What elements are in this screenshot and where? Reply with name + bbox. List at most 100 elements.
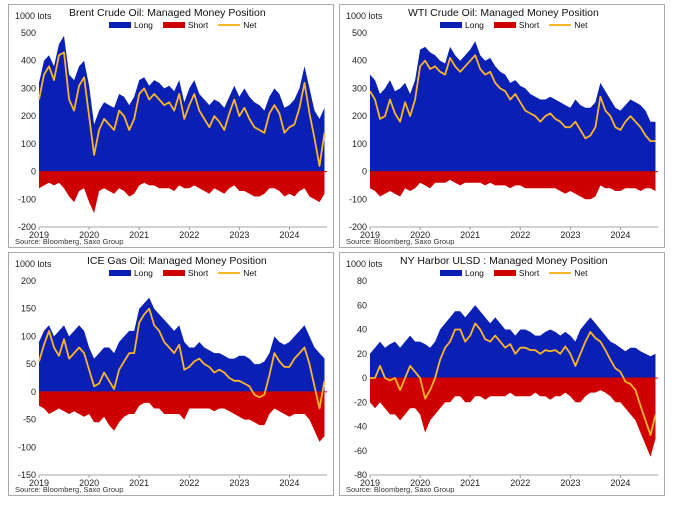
x-tick-label: 2023: [229, 478, 249, 488]
legend-short: Short: [162, 20, 209, 30]
source-note: Source: Bloomberg, Saxo Group: [15, 237, 124, 246]
legend-net-label: Net: [574, 20, 588, 30]
legend-short: Short: [493, 20, 539, 30]
chart-title: NY Harbor ULSD : Managed Money Position: [400, 255, 608, 267]
x-tick-label: 2023: [560, 230, 580, 240]
y-tick-label: -100: [349, 194, 367, 204]
x-tick-label: 2024: [279, 230, 299, 240]
long-swatch: [440, 22, 462, 28]
long-area: [39, 297, 325, 392]
source-note: Source: Bloomberg, Saxo Group: [346, 485, 455, 494]
x-tick-label: 2022: [510, 478, 530, 488]
x-tick-label: 2022: [179, 230, 199, 240]
source-note: Source: Bloomberg, Saxo Group: [15, 485, 124, 494]
short-swatch: [493, 22, 516, 28]
legend-long: Long: [109, 268, 153, 278]
y-tick-label: -100: [18, 442, 36, 452]
y-tick-label: -40: [354, 422, 367, 432]
legend-net-label: Net: [243, 268, 257, 278]
y-tick-label: 80: [357, 276, 367, 286]
x-tick-label: 2021: [129, 230, 149, 240]
y-tick-label: 200: [21, 111, 36, 121]
y-tick-label: -50: [23, 415, 36, 425]
x-tick-label: 2022: [510, 230, 530, 240]
legend-short-label: Short: [187, 20, 209, 30]
chart-title: ICE Gas Oil: Managed Money Position: [87, 255, 267, 267]
y-tick-label: 50: [26, 359, 36, 369]
net-swatch: [549, 24, 572, 26]
y-tick-label: 400: [352, 56, 367, 66]
legend: Long Short Net: [109, 20, 256, 30]
x-tick-label: 2024: [610, 478, 630, 488]
y-tick-label: 500: [21, 28, 36, 38]
y-tick-label: 0: [31, 387, 36, 397]
x-tick-label: 2019: [360, 230, 380, 240]
long-area: [370, 41, 656, 172]
y-tick-label: 300: [352, 83, 367, 93]
long-swatch: [109, 270, 131, 276]
short-swatch: [162, 22, 185, 28]
y-tick-label: 100: [21, 331, 36, 341]
legend-net-label: Net: [574, 268, 588, 278]
legend-long: Long: [109, 20, 153, 30]
x-tick-label: 2020: [410, 478, 430, 488]
y-tick-label: -200: [18, 222, 36, 232]
net-swatch: [549, 272, 572, 274]
x-tick-label: 2019: [360, 478, 380, 488]
y-tick-label: -100: [18, 194, 36, 204]
net-line: [370, 322, 657, 436]
short-area: [370, 171, 656, 200]
y-tick-label: -200: [349, 222, 367, 232]
source-note: Source: Bloomberg, Saxo Group: [346, 237, 455, 246]
chart-svg: -200 -100 0 100 200 300 400 500 2019 2020 2021 2022…: [349, 28, 658, 240]
short-area: [39, 391, 325, 442]
y-tick-label: 400: [21, 56, 36, 66]
legend-long-label: Long: [465, 20, 484, 30]
x-tick-label: 2019: [29, 478, 49, 488]
y-tick-label: 200: [352, 111, 367, 121]
legend-long-label: Long: [134, 20, 153, 30]
short-area: [39, 171, 325, 214]
chart-svg: -200 -100 0 100 200 300 400 500 2019 2020 2021 2022…: [18, 28, 327, 240]
chart-svg: -150 -100 -50 0 50 100 150 200 2019 2020 2021 2022 2…: [18, 276, 327, 488]
legend-net-label: Net: [243, 20, 257, 30]
legend: Long Short Net: [440, 20, 587, 30]
y-tick-label: 500: [352, 28, 367, 38]
x-tick-label: 2019: [29, 230, 49, 240]
x-tick-label: 2024: [610, 230, 630, 240]
chart-title: Brent Crude Oil: Managed Money Position: [69, 7, 266, 19]
legend-net: Net: [218, 20, 256, 30]
legend-long-label: Long: [465, 268, 484, 278]
unit-label: 1000 lots: [15, 259, 52, 269]
x-tick-label: 2023: [229, 230, 249, 240]
short-swatch: [493, 270, 516, 276]
chart-panel-wti: -200 -100 0 100 200 300 400 500 2019 2020 2021 2022…: [339, 4, 665, 248]
legend-short: Short: [162, 268, 209, 278]
unit-label: 1000 lots: [15, 11, 52, 21]
legend-long: Long: [440, 268, 484, 278]
y-tick-label: 100: [352, 139, 367, 149]
y-tick-label: 0: [362, 167, 367, 177]
chart-title: WTI Crude Oil: Managed Money Position: [408, 7, 599, 19]
y-tick-label: 0: [362, 373, 367, 383]
net-swatch: [218, 24, 241, 26]
chart-svg: -80 -60 -40 -20 0 20 40 60 80 2019 2020 2021 2022 202…: [354, 276, 658, 488]
net-swatch: [218, 272, 241, 274]
legend-net: Net: [549, 268, 587, 278]
legend: Long Short Net: [109, 268, 256, 278]
chart-panel-gasoil: -150 -100 -50 0 50 100 150 200 2019 2020 2021 2022 2…: [8, 252, 334, 496]
legend-short-label: Short: [187, 268, 209, 278]
x-tick-label: 2020: [79, 478, 99, 488]
y-tick-label: 150: [21, 304, 36, 314]
y-tick-label: 100: [21, 139, 36, 149]
y-tick-label: -150: [18, 470, 36, 480]
y-tick-label: 60: [357, 300, 367, 310]
long-area: [370, 305, 656, 378]
chart-panel-ulsd: -80 -60 -40 -20 0 20 40 60 80 2019 2020 2021 2022 202…: [339, 252, 665, 496]
long-swatch: [109, 22, 131, 28]
short-swatch: [162, 270, 185, 276]
legend-net: Net: [218, 268, 256, 278]
legend-long: Long: [440, 20, 484, 30]
y-tick-label: -60: [354, 446, 367, 456]
x-tick-label: 2023: [560, 478, 580, 488]
